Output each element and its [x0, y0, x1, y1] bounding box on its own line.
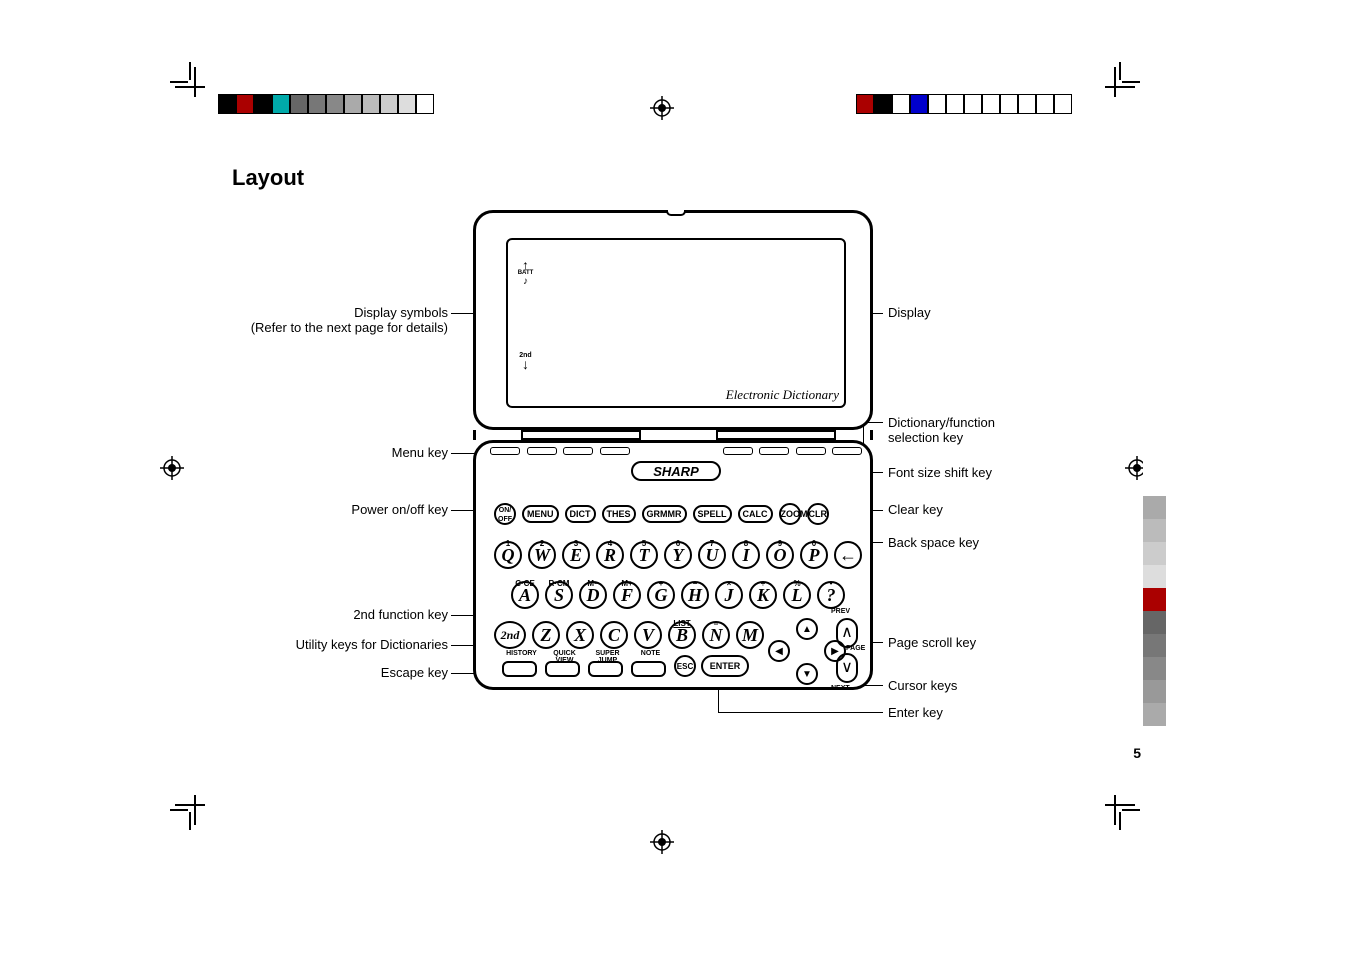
- crop-mark: [1100, 790, 1140, 830]
- label-dict-fn2: selection key: [888, 430, 963, 445]
- registration-mark: [650, 830, 674, 859]
- page-down-key: ∨: [836, 653, 858, 683]
- 2nd-key: 2nd: [494, 621, 526, 649]
- key-Y: Y6: [664, 541, 692, 569]
- device-screen: ↑ BATT ♪ 2nd ↓ Electronic Dictionary: [506, 238, 846, 408]
- label-font: Font size shift key: [888, 465, 992, 480]
- screen-caption: Electronic Dictionary: [726, 387, 839, 403]
- key-M: M: [736, 621, 764, 649]
- util-super-jump: SUPER JUMP: [588, 661, 623, 677]
- page-up-key: ∧: [836, 618, 858, 648]
- label-2nd-fn: 2nd function key: [218, 607, 448, 622]
- key-L: L%: [783, 581, 811, 609]
- page-number: 5: [1133, 745, 1141, 761]
- key-I: I8: [732, 541, 760, 569]
- brand-logo: SHARP: [631, 461, 721, 481]
- key-V: V: [634, 621, 662, 649]
- enter-key: ENTER: [701, 655, 749, 677]
- key-F: FM+: [613, 581, 641, 609]
- label-backspace: Back space key: [888, 535, 979, 550]
- color-bar: [218, 94, 434, 114]
- label-escape: Escape key: [218, 665, 448, 680]
- label-display: Display: [888, 305, 931, 320]
- label-display-symbols-sub: (Refer to the next page for details): [251, 320, 448, 335]
- key-P: P0: [800, 541, 828, 569]
- key-Z: Z: [532, 621, 560, 649]
- key-X: X: [566, 621, 594, 649]
- util-note: NOTE: [631, 661, 666, 677]
- key-S: SR·CM: [545, 581, 573, 609]
- fn-key-thes: THES: [602, 505, 636, 523]
- key-E: E3: [562, 541, 590, 569]
- key-H: H−: [681, 581, 709, 609]
- label-display-symbols: Display symbols: [354, 305, 448, 320]
- key-A: AC·CE: [511, 581, 539, 609]
- crop-mark: [170, 790, 210, 830]
- selection-keys: [490, 447, 862, 457]
- qwerty-row-2: AC·CESR·CMDM−FM+G+H−J×K÷L%?•: [508, 581, 848, 609]
- qwerty-row-1: Q1W2E3R4T5Y6U7I8O9P0←: [491, 541, 865, 569]
- qwerty-row-3: 2ndZXCVBLISTN=M: [491, 621, 767, 649]
- label-power-key: Power on/off key: [218, 502, 448, 517]
- key-R: R4: [596, 541, 624, 569]
- key-C: C: [600, 621, 628, 649]
- layout-diagram: Display symbols (Refer to the next page …: [268, 200, 1088, 740]
- label-page-scroll: Page scroll key: [888, 635, 976, 650]
- device-lid: ↑ BATT ♪ 2nd ↓ Electronic Dictionary: [473, 210, 873, 430]
- prev-label: PREV: [831, 608, 850, 615]
- key-N: N=: [702, 621, 730, 649]
- key-K: K÷: [749, 581, 777, 609]
- label-cursor: Cursor keys: [888, 678, 957, 693]
- crop-mark: [1100, 62, 1140, 102]
- key-?: ?•: [817, 581, 845, 609]
- fn-key-calc: CALC: [738, 505, 773, 523]
- label-menu-key: Menu key: [218, 445, 448, 460]
- next-label: NEXT: [831, 685, 850, 692]
- label-clear: Clear key: [888, 502, 943, 517]
- key-J: J×: [715, 581, 743, 609]
- zoom-key: ZOOM: [779, 503, 801, 525]
- on-off-key: ON/ OFF: [494, 503, 516, 525]
- cursor-left: ◀: [768, 640, 790, 662]
- clr-key: CLR: [807, 503, 829, 525]
- color-bar: [856, 94, 1072, 114]
- registration-mark: [160, 456, 184, 485]
- fn-key-grmmr: GRMMR: [642, 505, 687, 523]
- key-Q: Q1: [494, 541, 522, 569]
- gray-strip: [1143, 450, 1166, 726]
- page-title: Layout: [232, 165, 304, 191]
- util-history: HISTORY: [502, 661, 537, 677]
- util-quick-view: QUICK VIEW: [545, 661, 580, 677]
- device-base: SHARP ON/ OFF MENU DICT THES GRMMR SPELL CALC…: [473, 440, 873, 690]
- display-symbols-column: ↑ BATT ♪ 2nd ↓: [513, 260, 538, 369]
- cursor-up: ▲: [796, 618, 818, 640]
- utility-row: HISTORY QUICK VIEW SUPER JUMP NOTE: [498, 661, 670, 677]
- key-T: T5: [630, 541, 658, 569]
- key-B: BLIST: [668, 621, 696, 649]
- label-utility: Utility keys for Dictionaries: [218, 637, 448, 652]
- registration-mark: [650, 96, 674, 125]
- device-hinge: [473, 430, 873, 440]
- crop-mark: [170, 62, 210, 102]
- function-row: ON/ OFF MENUDICTTHESGRMMRSPELLCALC ZOOM …: [491, 503, 832, 525]
- esc-key: ESC: [674, 655, 696, 677]
- fn-key-menu: MENU: [522, 505, 559, 523]
- key-G: G+: [647, 581, 675, 609]
- backspace-key: ←: [834, 541, 862, 569]
- label-dict-fn: Dictionary/function: [888, 415, 995, 430]
- key-D: DM−: [579, 581, 607, 609]
- key-O: O9: [766, 541, 794, 569]
- fn-key-dict: DICT: [565, 505, 596, 523]
- key-W: W2: [528, 541, 556, 569]
- label-enter: Enter key: [888, 705, 943, 720]
- key-U: U7: [698, 541, 726, 569]
- cursor-down: ▼: [796, 663, 818, 685]
- device-illustration: ↑ BATT ♪ 2nd ↓ Electronic Dictionary SHA…: [473, 210, 873, 710]
- fn-key-spell: SPELL: [693, 505, 732, 523]
